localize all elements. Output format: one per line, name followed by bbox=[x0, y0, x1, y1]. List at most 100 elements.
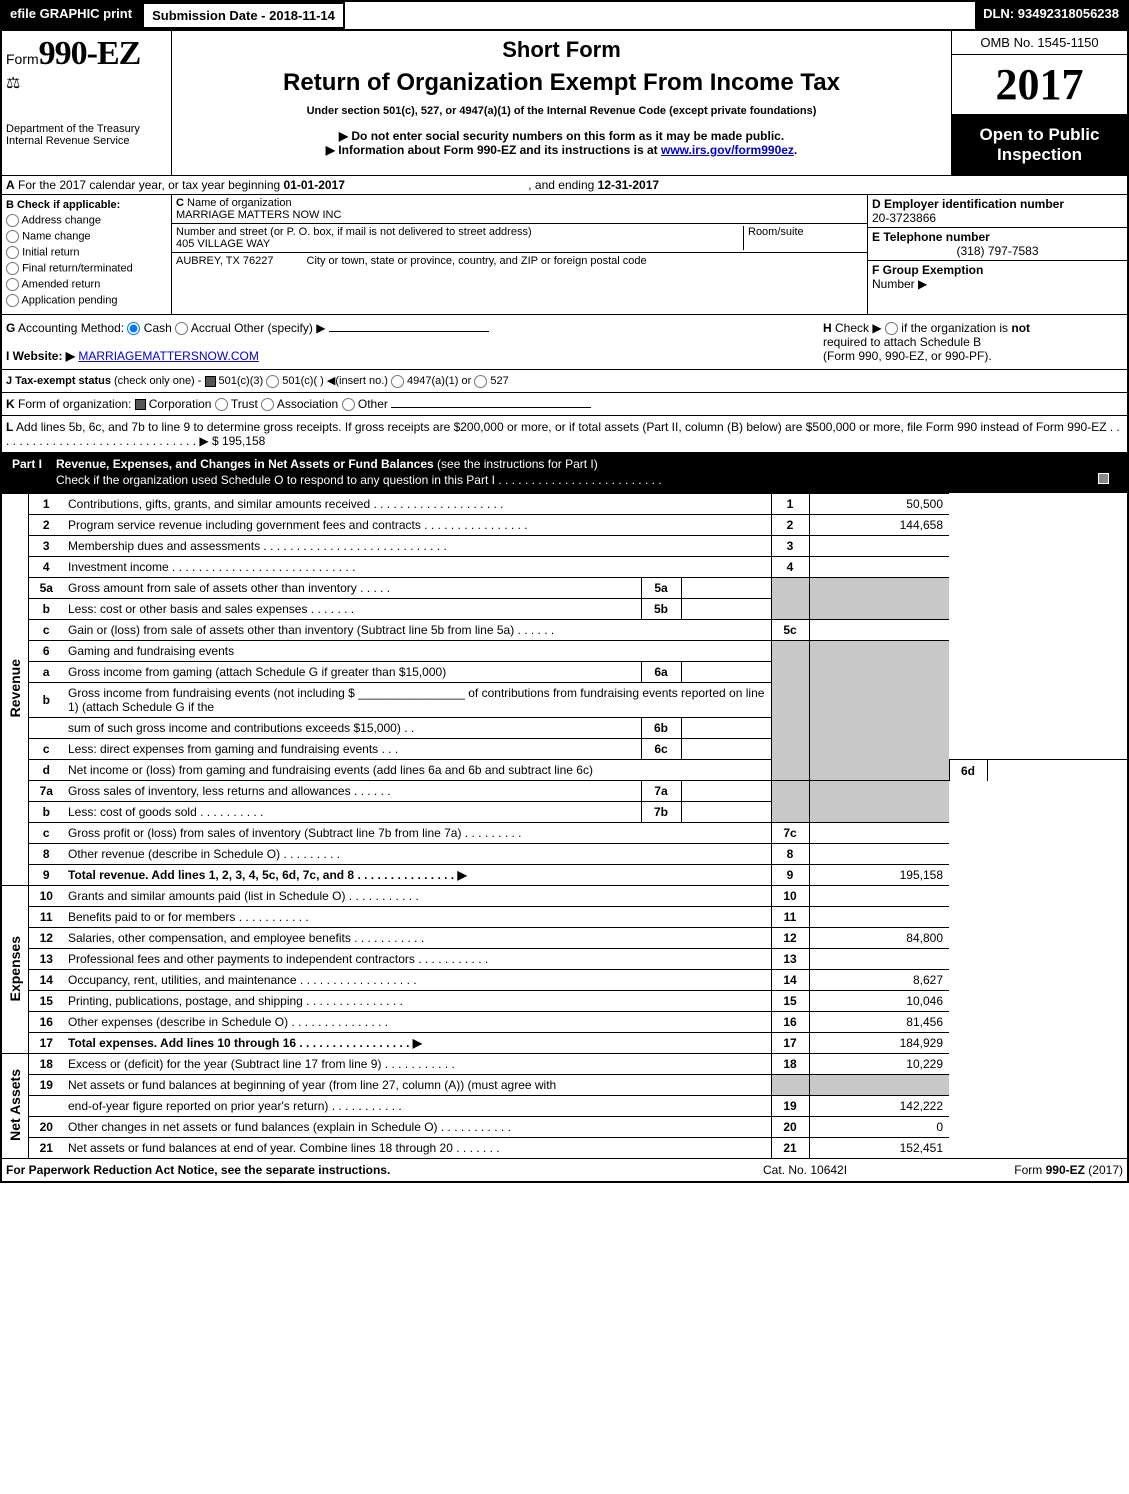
k-other-line bbox=[391, 407, 591, 408]
line-19b-row: end-of-year figure reported on prior yea… bbox=[2, 1096, 1127, 1117]
form-header: Form990-EZ ⚖ Department of the Treasury … bbox=[2, 29, 1127, 175]
line-12-row: 12 Salaries, other compensation, and emp… bbox=[2, 928, 1127, 949]
g-accrual-radio[interactable] bbox=[175, 322, 188, 335]
line-6c-row: c Less: direct expenses from gaming and … bbox=[2, 739, 1127, 760]
dln-value: 93492318056238 bbox=[1018, 6, 1119, 21]
line-4-row: 4 Investment income . . . . . . . . . . … bbox=[2, 557, 1127, 578]
chk-application-pending[interactable]: Application pending bbox=[6, 294, 167, 307]
subdate-label: Submission Date - bbox=[152, 8, 269, 23]
section-g-and-i: G Accounting Method: Cash Accrual Other … bbox=[6, 321, 823, 363]
e-label: E Telephone number bbox=[872, 230, 990, 244]
line-7a-row: 7a Gross sales of inventory, less return… bbox=[2, 781, 1127, 802]
footer-right: Form 990-EZ (2017) bbox=[963, 1163, 1123, 1177]
g-text: Accounting Method: bbox=[18, 321, 124, 335]
header-right: OMB No. 1545-1150 2017 Open to Public In… bbox=[952, 31, 1127, 175]
k-corp-check[interactable] bbox=[135, 399, 146, 410]
part1-table: Revenue 1 Contributions, gifts, grants, … bbox=[2, 493, 1127, 1158]
g-accrual: Accrual bbox=[191, 321, 231, 335]
c-street-value: 405 VILLAGE WAY bbox=[176, 238, 270, 250]
line-16-row: 16 Other expenses (describe in Schedule … bbox=[2, 1012, 1127, 1033]
j-label: J Tax-exempt status bbox=[6, 375, 111, 387]
line-13-row: 13 Professional fees and other payments … bbox=[2, 949, 1127, 970]
j-text: (check only one) - bbox=[114, 375, 201, 387]
line-1-desc: Contributions, gifts, grants, and simila… bbox=[64, 494, 771, 515]
g-cash-radio[interactable] bbox=[127, 322, 140, 335]
info-prefix: ▶ Information about Form 990-EZ and its … bbox=[326, 143, 661, 157]
j-o3: 4947(a)(1) or bbox=[407, 375, 471, 387]
submission-date: Submission Date - 2018-11-14 bbox=[142, 2, 345, 29]
block-bcdef: B Check if applicable: Address change Na… bbox=[2, 194, 1127, 314]
open-line1: Open to Public bbox=[956, 125, 1123, 145]
chk-name-change[interactable]: Name change bbox=[6, 230, 167, 243]
c-name-value: MARRIAGE MATTERS NOW INC bbox=[176, 209, 341, 221]
j-527-radio[interactable] bbox=[474, 375, 487, 388]
section-g: G Accounting Method: Cash Accrual Other … bbox=[6, 321, 823, 335]
line-10-row: Expenses 10 Grants and similar amounts p… bbox=[2, 886, 1127, 907]
j-o1: 501(c)(3) bbox=[219, 375, 264, 387]
a-end-date: 12-31-2017 bbox=[598, 178, 659, 192]
footer-left: For Paperwork Reduction Act Notice, see … bbox=[6, 1163, 763, 1177]
label-h: H bbox=[823, 321, 832, 335]
k-other-radio[interactable] bbox=[342, 398, 355, 411]
section-h: H Check ▶ if the organization is not req… bbox=[823, 321, 1123, 363]
line-5b-row: b Less: cost or other basis and sales ex… bbox=[2, 599, 1127, 620]
section-i: I Website: ▶ MARRIAGEMATTERSNOW.COM bbox=[6, 349, 823, 363]
form-number: 990-EZ bbox=[39, 35, 141, 72]
line-18-row: Net Assets 18 Excess or (deficit) for th… bbox=[2, 1054, 1127, 1075]
chk-address-change[interactable]: Address change bbox=[6, 214, 167, 227]
chk-final-return[interactable]: Final return/terminated bbox=[6, 262, 167, 275]
chk-amended-return[interactable]: Amended return bbox=[6, 278, 167, 291]
line-14-row: 14 Occupancy, rent, utilities, and maint… bbox=[2, 970, 1127, 991]
h-check-radio[interactable] bbox=[885, 322, 898, 335]
return-title: Return of Organization Exempt From Incom… bbox=[178, 69, 945, 97]
f-label: F Group Exemption bbox=[872, 263, 983, 277]
e-value: (318) 797-7583 bbox=[872, 244, 1123, 258]
form-page: efile GRAPHIC print Submission Date - 20… bbox=[0, 0, 1129, 1183]
j-501c3-check[interactable] bbox=[205, 376, 216, 387]
line-6a-row: a Gross income from gaming (attach Sched… bbox=[2, 662, 1127, 683]
j-4947-radio[interactable] bbox=[391, 375, 404, 388]
j-501c-radio[interactable] bbox=[266, 375, 279, 388]
dln-label: DLN: bbox=[983, 6, 1018, 21]
line-19-row: 19 Net assets or fund balances at beginn… bbox=[2, 1075, 1127, 1096]
dept-treasury: Department of the Treasury Internal Reve… bbox=[6, 123, 167, 147]
line-1-row: Revenue 1 Contributions, gifts, grants, … bbox=[2, 494, 1127, 515]
k-assoc-radio[interactable] bbox=[261, 398, 274, 411]
line-21-row: 21 Net assets or fund balances at end of… bbox=[2, 1138, 1127, 1159]
do-not-ssn-text: ▶ Do not enter social security numbers o… bbox=[178, 129, 945, 143]
k-o2: Trust bbox=[231, 397, 258, 411]
k-trust-radio[interactable] bbox=[215, 398, 228, 411]
info-link[interactable]: www.irs.gov/form990ez bbox=[661, 143, 794, 157]
a-begin-date: 01-01-2017 bbox=[284, 178, 345, 192]
tax-year: 2017 bbox=[952, 55, 1127, 115]
part1-sched-o-check[interactable] bbox=[1098, 473, 1109, 484]
l-text: Add lines 5b, 6c, and 7b to line 9 to de… bbox=[6, 420, 1120, 448]
line-11-row: 11 Benefits paid to or for members . . .… bbox=[2, 907, 1127, 928]
line-9-row: 9 Total revenue. Add lines 1, 2, 3, 4, 5… bbox=[2, 865, 1127, 886]
open-line2: Inspection bbox=[956, 145, 1123, 165]
label-a: A bbox=[6, 178, 15, 192]
d-label: D Employer identification number bbox=[872, 197, 1064, 211]
h-text1: Check ▶ bbox=[835, 321, 882, 335]
c-street-row: Number and street (or P. O. box, if mail… bbox=[172, 224, 867, 253]
f-label2: Number ▶ bbox=[872, 277, 927, 291]
line-1-num: 1 bbox=[28, 494, 64, 515]
line-3-row: 3 Membership dues and assessments . . . … bbox=[2, 536, 1127, 557]
section-b: B Check if applicable: Address change Na… bbox=[2, 195, 172, 314]
a-mid: , and ending bbox=[528, 178, 597, 192]
line-6-row: 6 Gaming and fundraising events bbox=[2, 641, 1127, 662]
label-g: G bbox=[6, 321, 15, 335]
short-form-title: Short Form bbox=[178, 37, 945, 63]
efile-label: efile GRAPHIC print bbox=[2, 2, 142, 29]
section-k: K Form of organization: Corporation Trus… bbox=[2, 392, 1127, 415]
i-website-link[interactable]: MARRIAGEMATTERSNOW.COM bbox=[78, 349, 258, 363]
b-check-if: Check if applicable: bbox=[17, 199, 120, 211]
info-line: ▶ Information about Form 990-EZ and its … bbox=[178, 143, 945, 157]
line-18-value: 10,229 bbox=[809, 1054, 949, 1075]
j-o2: 501(c)( ) ◀(insert no.) bbox=[282, 375, 388, 387]
line-15-value: 10,046 bbox=[809, 991, 949, 1012]
g-other-line bbox=[329, 331, 489, 332]
chk-initial-return[interactable]: Initial return bbox=[6, 246, 167, 259]
h-text2: if the organization is bbox=[901, 321, 1008, 335]
c-name-row: C Name of organization MARRIAGE MATTERS … bbox=[172, 195, 867, 224]
